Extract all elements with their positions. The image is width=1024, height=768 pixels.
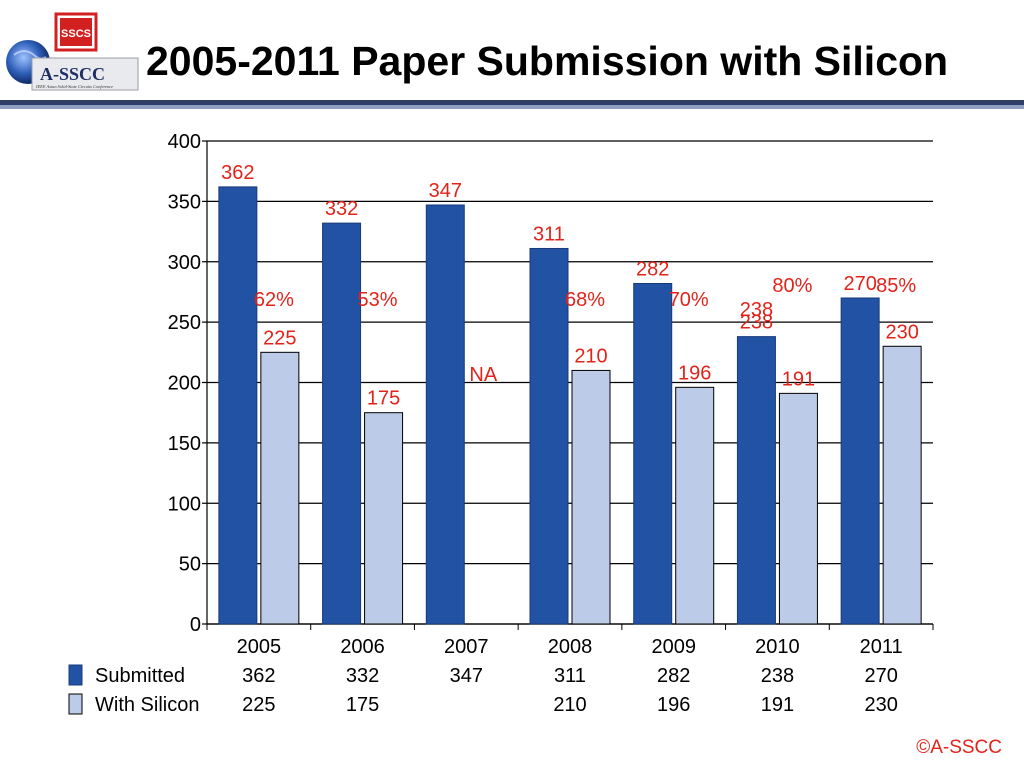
y-tick-label: 400 (168, 131, 201, 153)
bar-with-silicon (778, 392, 818, 625)
data-label-submitted: 282 (636, 258, 669, 280)
x-tick-label: 2007 (444, 636, 489, 658)
bar-submitted (218, 186, 258, 625)
data-label-submitted: 270 (843, 273, 876, 295)
table-cell: 210 (553, 694, 586, 716)
na-label: NA (469, 364, 497, 386)
data-label-submitted: 347 (429, 180, 462, 202)
data-label-submitted: 332 (325, 198, 358, 220)
title-rule (0, 100, 1024, 105)
table-cell: 282 (657, 665, 690, 687)
bar-submitted (633, 282, 673, 625)
percent-label: 68% (565, 289, 605, 311)
table-cell: 238 (761, 665, 794, 687)
legend-label: With Silicon (95, 694, 199, 716)
y-tick-label: 0 (190, 614, 201, 636)
table-cell: 332 (346, 665, 379, 687)
page-title: 2005-2011 Paper Submission with Silicon (146, 38, 949, 84)
table-cell: 311 (554, 665, 586, 687)
table-cell: 196 (657, 694, 690, 716)
x-tick-label: 2011 (860, 636, 903, 658)
y-tick-label: 200 (168, 373, 201, 395)
table-cell: 230 (864, 694, 897, 716)
percent-label: 80% (772, 275, 812, 297)
copyright-footer: ©A-SSCC (916, 737, 1002, 758)
badge-text: SSCS (61, 28, 91, 40)
percent-label: 85% (876, 275, 916, 297)
data-label-submitted-extra: 238 (740, 299, 773, 321)
y-tick-label: 100 (168, 493, 201, 515)
table-cell: 175 (346, 694, 379, 716)
data-label-submitted: 238 (740, 312, 773, 334)
data-label-with-silicon: 210 (574, 345, 607, 367)
data-label-with-silicon: 191 (782, 368, 815, 390)
percent-label: 62% (254, 289, 294, 311)
data-label-with-silicon: 196 (678, 362, 711, 384)
bar-submitted (736, 336, 776, 625)
x-tick-label: 2010 (755, 636, 800, 658)
x-tick-label: 2008 (548, 636, 593, 658)
logo: SSCS A-SSCC IEEE Asian Solid-State Circu… (0, 0, 140, 100)
sscs-badge: SSCS (54, 12, 98, 52)
table-cell: 225 (242, 694, 275, 716)
bar-submitted (322, 222, 362, 625)
logo-subtext: IEEE Asian Solid-State Circuits Conferen… (35, 84, 113, 89)
table-cell: 270 (864, 665, 897, 687)
bar-with-silicon (675, 386, 715, 625)
y-tick-label: 50 (179, 554, 201, 576)
bar-with-silicon (571, 369, 611, 625)
data-label-with-silicon: 230 (885, 321, 918, 343)
data-label-submitted: 311 (533, 223, 565, 245)
table-cell: 347 (450, 665, 483, 687)
legend-swatch (68, 664, 83, 686)
percent-label: 70% (669, 289, 709, 311)
y-tick-label: 300 (168, 252, 201, 274)
data-label-submitted: 362 (221, 162, 254, 184)
legend-swatch (68, 693, 83, 715)
y-tick-label: 250 (168, 312, 201, 334)
bar-with-silicon (260, 351, 300, 625)
bar-with-silicon (364, 412, 404, 625)
percent-label: 53% (358, 289, 398, 311)
data-label-with-silicon: 175 (367, 388, 400, 410)
table-cell: 191 (761, 694, 794, 716)
bar-submitted (840, 297, 880, 625)
x-tick-label: 2009 (651, 636, 696, 658)
table-cell: 362 (242, 665, 275, 687)
data-label-with-silicon: 225 (263, 327, 296, 349)
y-tick-label: 150 (168, 433, 201, 455)
bar-with-silicon (882, 345, 922, 625)
title-rule-accent (0, 105, 1024, 109)
bar-submitted (425, 204, 465, 625)
logo-text: A-SSCC (40, 64, 105, 84)
x-tick-label: 2006 (340, 636, 385, 658)
y-tick-label: 350 (168, 191, 201, 213)
bar-submitted (529, 247, 569, 625)
legend-label: Submitted (95, 665, 185, 687)
x-tick-label: 2005 (237, 636, 282, 658)
